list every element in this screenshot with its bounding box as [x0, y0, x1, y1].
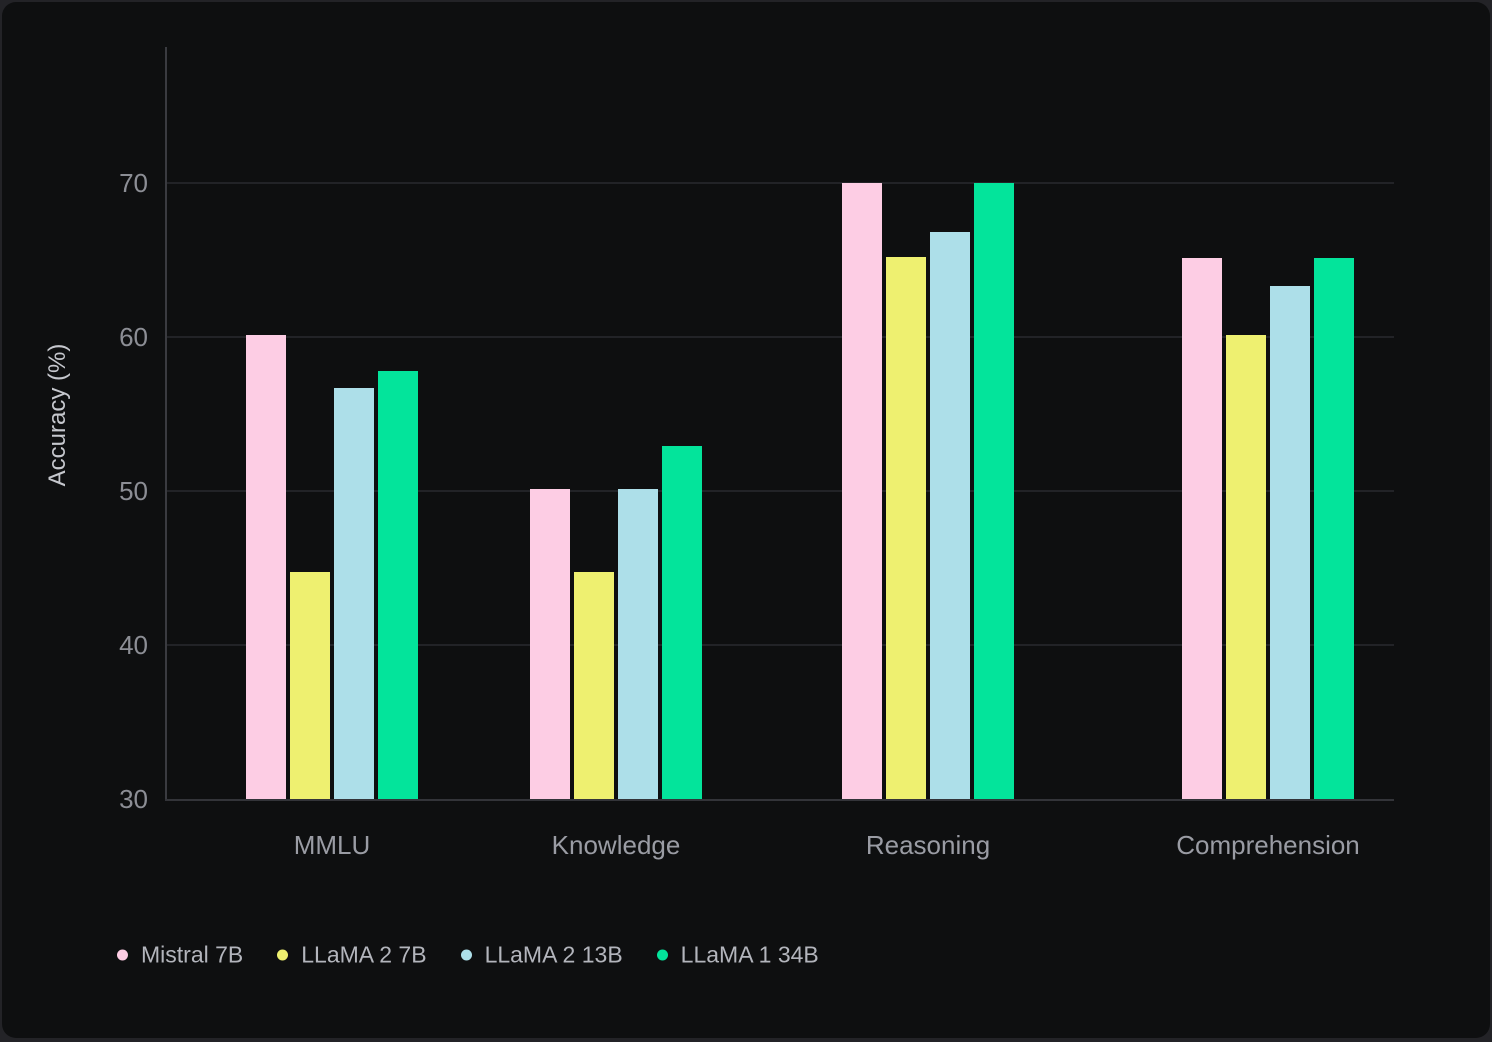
bar-llama-2-7b-knowledge — [574, 572, 614, 799]
y-tick-label-30: 30 — [119, 784, 148, 814]
bar-llama-2-13b-reasoning — [930, 231, 970, 799]
gridline-70 — [165, 181, 1394, 184]
legend-dot-llama-1-34b — [656, 949, 668, 961]
y-axis-line — [165, 47, 167, 801]
bar-llama-2-7b-comprehension — [1226, 335, 1266, 799]
gridline-60 — [165, 335, 1394, 338]
bar-llama-1-34b-reasoning — [974, 182, 1014, 799]
gridline-50 — [165, 489, 1394, 492]
legend-dot-llama-2-7b — [277, 949, 289, 961]
legend-label-llama-2-13b: LLaMA 2 13B — [484, 941, 623, 968]
x-axis-label-comprehension: Comprehension — [1176, 830, 1360, 860]
bar-mistral-7b-reasoning — [842, 182, 882, 799]
bar-mistral-7b-mmlu — [246, 335, 286, 799]
bar-llama-2-13b-comprehension — [1270, 285, 1310, 799]
bar-llama-1-34b-mmlu — [378, 370, 418, 799]
legend-label-mistral-7b: Mistral 7B — [141, 941, 244, 968]
bar-llama-1-34b-knowledge — [662, 446, 702, 799]
bar-llama-2-13b-knowledge — [618, 489, 658, 799]
y-tick-label-60: 60 — [119, 321, 148, 352]
y-axis-title: Accuracy (%) — [44, 343, 71, 487]
x-axis-line — [165, 799, 1394, 801]
y-tick-label-70: 70 — [119, 167, 148, 198]
legend-label-llama-1-34b: LLaMA 1 34B — [680, 941, 819, 968]
gridline-40 — [165, 643, 1394, 646]
legend-label-llama-2-7b: LLaMA 2 7B — [301, 941, 427, 968]
legend-item-mistral-7b: Mistral 7B — [117, 941, 244, 968]
legend-dot-mistral-7b — [117, 949, 128, 961]
legend-dot-llama-2-13b — [460, 949, 472, 961]
bar-llama-2-7b-mmlu — [290, 572, 330, 799]
legend-item-llama-2-13b: LLaMA 2 13B — [460, 941, 623, 968]
bar-mistral-7b-comprehension — [1182, 258, 1222, 799]
legend: Mistral 7B LLaMA 2 7B LLaMA 2 13B LLaMA 1 3… — [117, 941, 819, 968]
bar-mistral-7b-knowledge — [530, 489, 570, 799]
bar-llama-2-7b-reasoning — [886, 256, 926, 799]
legend-item-llama-2-7b: LLaMA 2 7B — [277, 941, 427, 968]
y-tick-label-50: 50 — [119, 475, 148, 506]
x-axis-label-reasoning: Reasoning — [865, 830, 991, 860]
bar-llama-2-13b-mmlu — [334, 387, 374, 799]
bar-llama-1-34b-comprehension — [1314, 258, 1354, 799]
x-axis-label-knowledge: Knowledge — [551, 830, 681, 860]
x-axis-label-mmlu: MMLU — [293, 830, 371, 860]
y-tick-label-40: 40 — [119, 629, 148, 660]
legend-item-llama-1-34b: LLaMA 1 34B — [656, 941, 819, 968]
